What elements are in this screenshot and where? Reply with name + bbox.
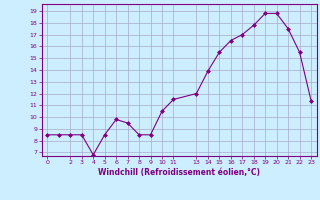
X-axis label: Windchill (Refroidissement éolien,°C): Windchill (Refroidissement éolien,°C) (98, 168, 260, 177)
